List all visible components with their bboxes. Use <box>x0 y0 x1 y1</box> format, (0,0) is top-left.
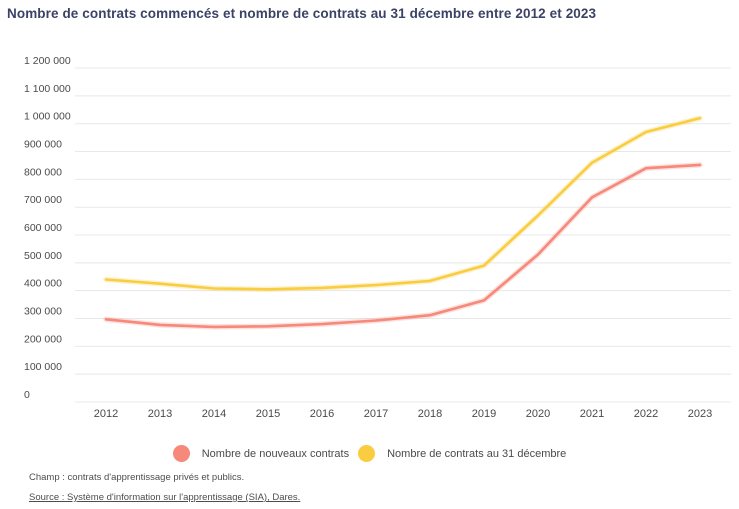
x-axis-tick-label: 2019 <box>472 408 496 420</box>
chart-footnotes: Champ : contrats d'apprentissage privés … <box>29 472 300 505</box>
line-chart-plot-area: 0 100 000 200 000 300 000 400 000 500 000 600 … <box>24 55 731 420</box>
line-nouveaux-contrats <box>104 163 702 329</box>
x-axis-tick-label: 2016 <box>310 408 334 420</box>
x-axis-tick-label: 2014 <box>202 408 226 420</box>
x-axis-tick-label: 2015 <box>256 408 280 420</box>
line-contrats-31-decembre <box>104 116 702 291</box>
legend-label-nouveaux-contrats: Nombre de nouveaux contrats <box>201 447 350 460</box>
legend-label-contrats-31-decembre: Nombre de contrats au 31 décembre <box>387 447 567 460</box>
legend-item-contrats-31-decembre[interactable]: Nombre de contrats au 31 décembre <box>358 445 566 462</box>
y-axis-tick-label: 400 000 <box>24 278 62 290</box>
x-axis-tick-label: 2017 <box>364 408 388 420</box>
y-axis-tick-label: 700 000 <box>24 194 62 206</box>
x-axis-tick-label: 2023 <box>688 408 712 420</box>
y-axis-tick-label: 1 100 000 <box>24 83 71 95</box>
x-axis-tick-label: 2013 <box>148 408 172 420</box>
x-axis-tick-label: 2012 <box>94 408 118 420</box>
x-axis-tick-label: 2022 <box>634 408 658 420</box>
y-axis-tick-label: 0 <box>24 389 30 401</box>
x-axis-tick-label: 2021 <box>580 408 604 420</box>
chart-legend: Nombre de nouveaux contrats Nombre de co… <box>0 445 739 462</box>
y-axis-tick-label: 800 000 <box>24 166 62 178</box>
series-line-glow-1 <box>103 115 703 293</box>
champ-note: Champ : contrats d'apprentissage privés … <box>29 472 245 483</box>
legend-dot-nouveaux-contrats <box>172 445 190 462</box>
legend-dot-contrats-31-decembre <box>358 445 376 462</box>
y-axis-tick-label: 600 000 <box>24 222 62 234</box>
y-axis-tick-label: 300 000 <box>24 306 62 318</box>
y-axis-tick-label: 900 000 <box>24 139 62 151</box>
series-line-glow-0 <box>103 162 703 330</box>
chart-title: Nombre de contrats commencés et nombre d… <box>7 6 597 21</box>
x-axis-tick-label: 2020 <box>526 408 550 420</box>
y-axis-tick-label: 200 000 <box>24 333 62 345</box>
y-axis-tick-label: 100 000 <box>24 361 62 373</box>
legend-item-nouveaux-contrats[interactable]: Nombre de nouveaux contrats <box>172 445 350 462</box>
x-axis-tick-label: 2018 <box>418 408 442 420</box>
y-axis-tick-label: 1 000 000 <box>24 111 71 123</box>
y-axis-tick-label: 500 000 <box>24 250 62 262</box>
y-axis-tick-label: 1 200 000 <box>24 55 71 67</box>
source-link[interactable]: Source : Système d'information sur l'app… <box>29 492 301 503</box>
